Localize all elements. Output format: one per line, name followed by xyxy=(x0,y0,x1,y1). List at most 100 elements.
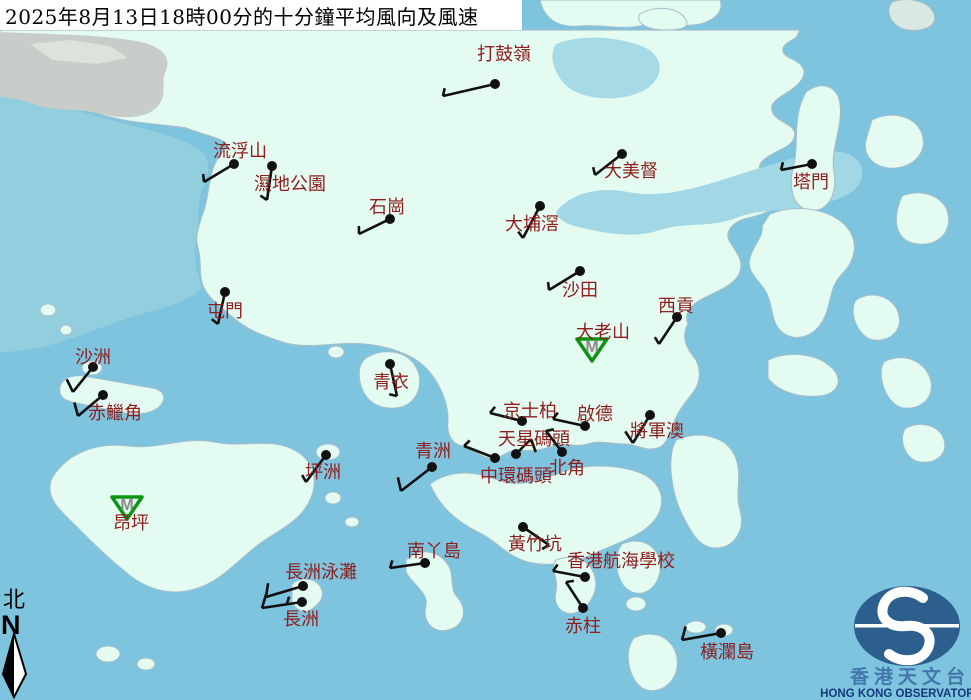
urban-shenzhen xyxy=(0,32,168,118)
station-dot xyxy=(672,312,682,322)
maintenance-m-letter: M xyxy=(120,497,133,514)
station-stanley: 赤柱 xyxy=(564,579,601,637)
island-tap-mun xyxy=(790,85,841,212)
land-clearwater-peninsula xyxy=(670,434,742,549)
island-top-mid xyxy=(638,7,688,31)
wind-barb-tick-full xyxy=(396,477,403,492)
station-shek-kong: 石崗 xyxy=(357,197,405,236)
wind-barb-shaft xyxy=(463,444,496,460)
wind-barb-tick-half xyxy=(779,161,785,171)
station-label-kings-park: 京士柏 xyxy=(503,401,557,422)
station-hk-sea-school: 香港航海學校 xyxy=(551,551,675,582)
station-dot xyxy=(575,266,585,276)
wind-barb-shaft xyxy=(442,82,496,98)
station-label-stanley: 赤柱 xyxy=(565,616,601,637)
station-lau-fau-shan: 流浮山 xyxy=(201,141,267,184)
station-label-chek-lap-kok: 赤鱲角 xyxy=(88,403,142,424)
station-central-pier: 中環碼頭 xyxy=(463,439,552,487)
island-po-toi xyxy=(627,633,678,692)
wind-barb-shaft xyxy=(489,411,523,423)
station-dot xyxy=(385,359,395,369)
station-label-ta-kwu-ling: 打鼓嶺 xyxy=(477,44,531,65)
wind-barb-shaft xyxy=(389,561,426,570)
station-label-waglan-island: 橫瀾島 xyxy=(700,642,754,663)
land-sai-kung-east xyxy=(748,208,855,338)
station-label-sha-chau: 沙洲 xyxy=(75,347,111,368)
station-dot xyxy=(229,159,239,169)
station-label-tseung-kwan-o: 將軍澳 xyxy=(630,421,684,442)
wind-barb-tick-half xyxy=(388,392,398,398)
wind-barb-shaft xyxy=(304,454,328,483)
station-dot xyxy=(580,572,590,582)
wind-barb-tick-half xyxy=(565,579,575,584)
station-dot xyxy=(645,410,655,420)
hko-name-chinese: 香港天文台 xyxy=(849,665,970,688)
north-arrow: 北 N xyxy=(1,588,28,700)
island-soko-2 xyxy=(136,657,156,671)
station-dot xyxy=(557,447,567,457)
island-lamma xyxy=(405,551,464,632)
wind-barb-tick-full xyxy=(624,430,635,444)
station-label-tuen-mun: 屯門 xyxy=(207,301,243,322)
station-label-tai-po-kau: 大埔滘 xyxy=(505,214,559,235)
station-tai-mei-tuk: 大美督 xyxy=(591,149,658,182)
station-label-wong-chuk-hang: 黃竹坑 xyxy=(508,534,562,555)
wind-barb-shaft xyxy=(388,363,399,397)
island-hei-ling-chau xyxy=(324,491,342,505)
markers-layer: M 大老山 M昂坪 xyxy=(110,322,630,534)
marker-ngong-ping: M昂坪 xyxy=(110,495,149,534)
station-dot xyxy=(535,201,545,211)
wind-barb-tick-half xyxy=(388,559,394,569)
wind-barb-tick-half xyxy=(551,411,559,420)
island-shek-kwu-chau xyxy=(344,516,360,528)
station-label-tai-mei-tuk: 大美督 xyxy=(604,161,658,182)
station-dot xyxy=(427,462,437,472)
marker-label-tates-cairn: 大老山 xyxy=(576,322,630,343)
wind-barb-shaft xyxy=(657,316,679,345)
station-dot xyxy=(518,522,528,532)
wind-barb-shaft xyxy=(780,162,813,172)
island-east-2 xyxy=(880,357,932,409)
wind-barb-tick-full xyxy=(680,626,687,641)
wind-barb-shaft xyxy=(265,165,274,201)
station-label-tsing-yi: 青衣 xyxy=(373,372,409,393)
island-lung-kwu-1 xyxy=(39,303,57,317)
wind-barb-tick-half xyxy=(488,405,497,414)
station-dot xyxy=(420,558,430,568)
water-starling-inlet xyxy=(552,37,660,99)
wind-barb-shaft xyxy=(261,600,303,610)
wind-barb-tick-half xyxy=(441,87,446,97)
station-tuen-mun: 屯門 xyxy=(207,287,243,326)
wind-barb-tick-half xyxy=(653,336,661,345)
water-deep-bay xyxy=(0,96,209,352)
wind-barb-shaft xyxy=(564,581,585,609)
station-label-shek-kong: 石崗 xyxy=(369,197,405,218)
station-label-tap-mun: 塔門 xyxy=(793,172,829,193)
station-label-cheung-chau: 長洲 xyxy=(283,609,319,630)
maintenance-triangle-icon xyxy=(575,337,609,363)
land-shenzhen-east xyxy=(539,0,722,28)
wind-barb-tick-half xyxy=(210,318,219,326)
station-label-star-ferry: 天星碼頭 xyxy=(498,429,570,450)
map-title: 2025年8月13日18時00分的十分鐘平均風向及風速 xyxy=(5,4,479,29)
station-dot xyxy=(220,287,230,297)
land-stanley-peninsula xyxy=(553,556,597,614)
island-ne-2 xyxy=(895,192,950,245)
island-east-1 xyxy=(852,294,900,341)
station-dot xyxy=(716,628,726,638)
station-label-cheung-chau-beach: 長洲泳灘 xyxy=(285,562,357,583)
wind-barb-shaft xyxy=(594,152,623,177)
north-letter-label: N xyxy=(1,610,21,640)
station-dot xyxy=(511,449,521,459)
hko-logo-s-top xyxy=(877,586,928,632)
station-cheung-chau: 長洲 xyxy=(260,594,319,630)
station-label-peng-chau: 坪洲 xyxy=(305,462,341,483)
station-label-green-island: 青洲 xyxy=(415,441,451,462)
station-dot xyxy=(517,416,527,426)
wind-barb-shaft xyxy=(522,525,550,547)
station-wetland-park: 濕地公園 xyxy=(254,161,326,202)
station-dot xyxy=(98,390,108,400)
station-north-point: 北角 xyxy=(544,428,585,479)
urban-shenzhen-highlight xyxy=(30,40,128,64)
